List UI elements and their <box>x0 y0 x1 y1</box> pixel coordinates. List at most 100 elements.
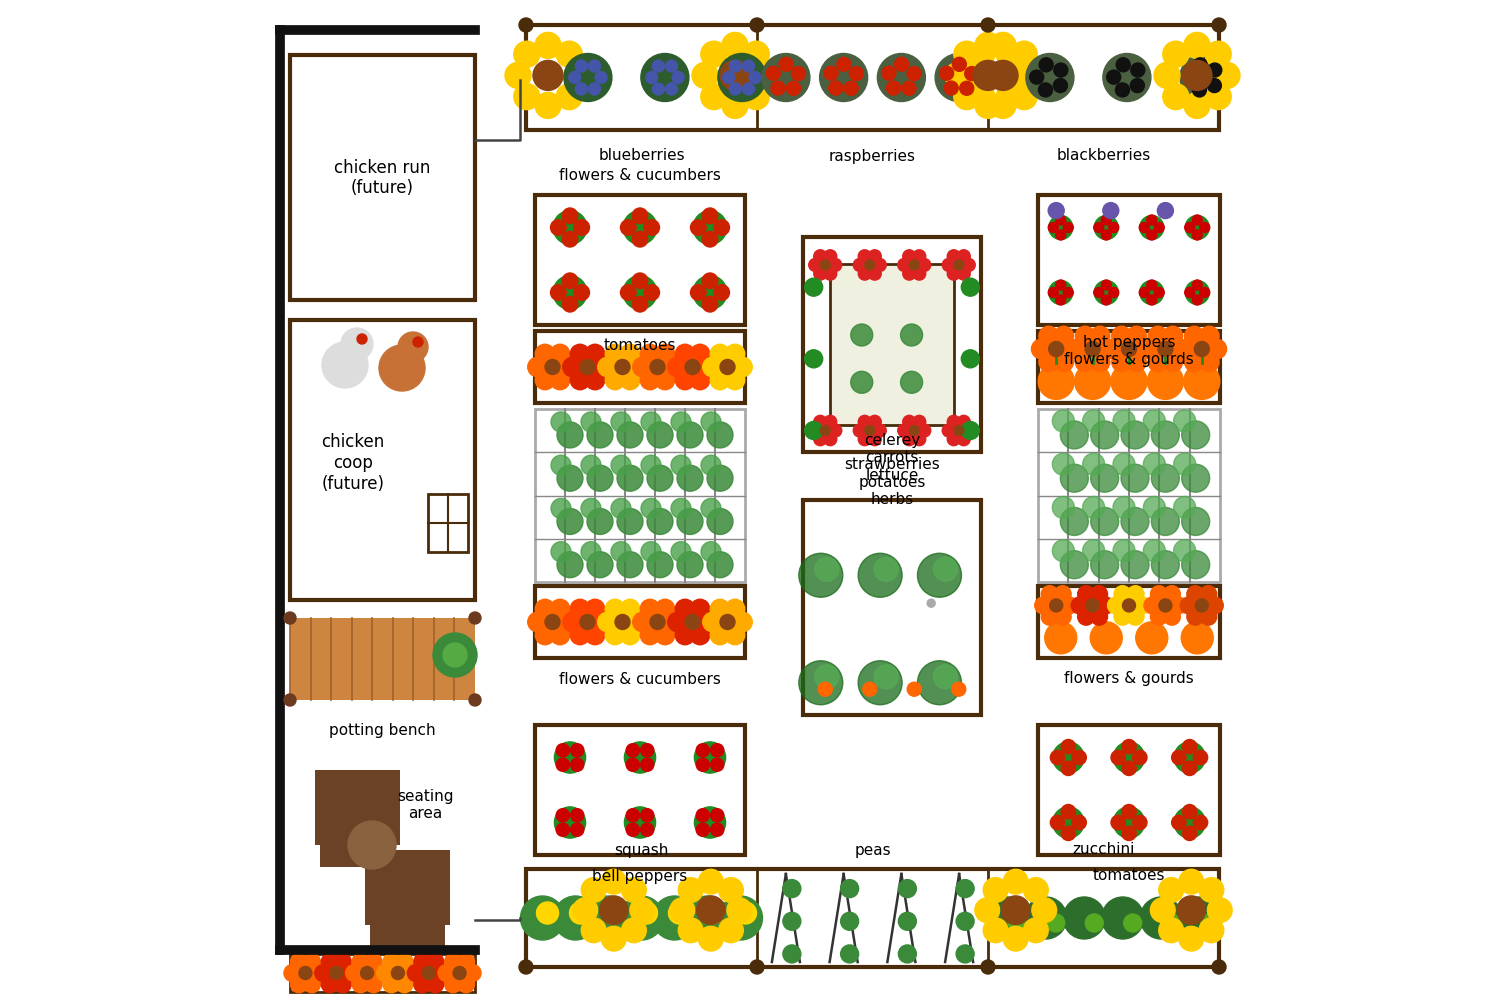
Circle shape <box>562 208 578 224</box>
Circle shape <box>1185 222 1196 232</box>
Circle shape <box>942 258 956 271</box>
Circle shape <box>702 273 718 289</box>
Circle shape <box>1200 222 1209 232</box>
Circle shape <box>1160 599 1172 612</box>
Circle shape <box>562 273 578 289</box>
Text: flowers & cucumbers: flowers & cucumbers <box>560 168 722 183</box>
Circle shape <box>1131 63 1144 77</box>
Circle shape <box>1132 750 1148 765</box>
Circle shape <box>1090 507 1119 535</box>
Circle shape <box>783 945 801 963</box>
Circle shape <box>1185 288 1196 298</box>
Circle shape <box>1064 222 1074 232</box>
Circle shape <box>621 220 636 235</box>
Circle shape <box>640 758 654 771</box>
Bar <box>290 55 476 300</box>
Text: tomatoes: tomatoes <box>603 338 676 354</box>
Circle shape <box>321 976 338 993</box>
Text: zucchini: zucchini <box>1072 842 1134 857</box>
Circle shape <box>696 809 709 822</box>
Circle shape <box>1194 815 1208 830</box>
Circle shape <box>604 625 624 645</box>
Circle shape <box>586 422 613 448</box>
Bar <box>1038 331 1220 403</box>
Circle shape <box>626 758 639 771</box>
Circle shape <box>1164 586 1180 603</box>
Circle shape <box>1200 608 1216 625</box>
Circle shape <box>438 965 454 981</box>
Circle shape <box>1146 295 1156 305</box>
Circle shape <box>1112 352 1131 372</box>
Circle shape <box>1029 70 1044 84</box>
Circle shape <box>1122 740 1136 754</box>
Circle shape <box>849 67 862 81</box>
Circle shape <box>912 415 926 428</box>
Circle shape <box>585 344 604 364</box>
Circle shape <box>1090 421 1119 449</box>
Circle shape <box>675 344 694 364</box>
Circle shape <box>556 758 570 771</box>
Bar <box>427 494 468 552</box>
Circle shape <box>604 599 624 619</box>
Circle shape <box>934 53 982 102</box>
Circle shape <box>580 614 596 630</box>
Circle shape <box>898 912 916 930</box>
Circle shape <box>700 84 727 110</box>
Circle shape <box>1060 826 1076 840</box>
Circle shape <box>996 84 1022 110</box>
Circle shape <box>646 422 674 448</box>
Circle shape <box>1113 540 1136 562</box>
Circle shape <box>957 267 970 280</box>
Circle shape <box>948 250 960 263</box>
Circle shape <box>554 276 586 309</box>
Circle shape <box>588 83 600 95</box>
Circle shape <box>1154 62 1180 88</box>
Circle shape <box>837 57 850 71</box>
Circle shape <box>433 965 450 981</box>
Circle shape <box>1179 869 1203 894</box>
Circle shape <box>690 220 706 235</box>
Circle shape <box>1143 453 1166 475</box>
Circle shape <box>783 880 801 898</box>
Circle shape <box>1077 586 1095 603</box>
Circle shape <box>1184 92 1210 118</box>
Circle shape <box>711 809 724 822</box>
Circle shape <box>702 612 723 632</box>
Circle shape <box>627 357 648 377</box>
Circle shape <box>903 267 915 280</box>
Circle shape <box>656 344 675 364</box>
Circle shape <box>640 53 688 102</box>
Circle shape <box>1008 914 1026 932</box>
Circle shape <box>1143 410 1166 432</box>
Circle shape <box>988 60 1018 90</box>
Circle shape <box>616 552 644 578</box>
Circle shape <box>1126 608 1144 625</box>
Circle shape <box>853 424 867 437</box>
Circle shape <box>392 966 405 980</box>
Circle shape <box>1150 608 1167 625</box>
Circle shape <box>586 508 613 534</box>
Circle shape <box>800 553 843 597</box>
Circle shape <box>1048 342 1064 357</box>
Circle shape <box>686 896 729 940</box>
Circle shape <box>1180 53 1228 102</box>
Circle shape <box>676 552 703 578</box>
Circle shape <box>303 976 321 993</box>
Circle shape <box>566 62 591 88</box>
Circle shape <box>962 278 980 296</box>
Circle shape <box>1155 222 1164 232</box>
Circle shape <box>640 823 654 836</box>
Circle shape <box>1094 222 1104 232</box>
Circle shape <box>603 902 624 924</box>
Circle shape <box>544 614 560 630</box>
Circle shape <box>1150 898 1174 923</box>
Circle shape <box>1077 608 1095 625</box>
Text: tomatoes: tomatoes <box>1092 868 1166 884</box>
Circle shape <box>858 267 871 280</box>
Circle shape <box>1038 83 1053 97</box>
Circle shape <box>670 542 692 562</box>
Circle shape <box>828 81 843 95</box>
Circle shape <box>700 542 721 562</box>
Circle shape <box>813 433 826 446</box>
Circle shape <box>558 357 578 377</box>
